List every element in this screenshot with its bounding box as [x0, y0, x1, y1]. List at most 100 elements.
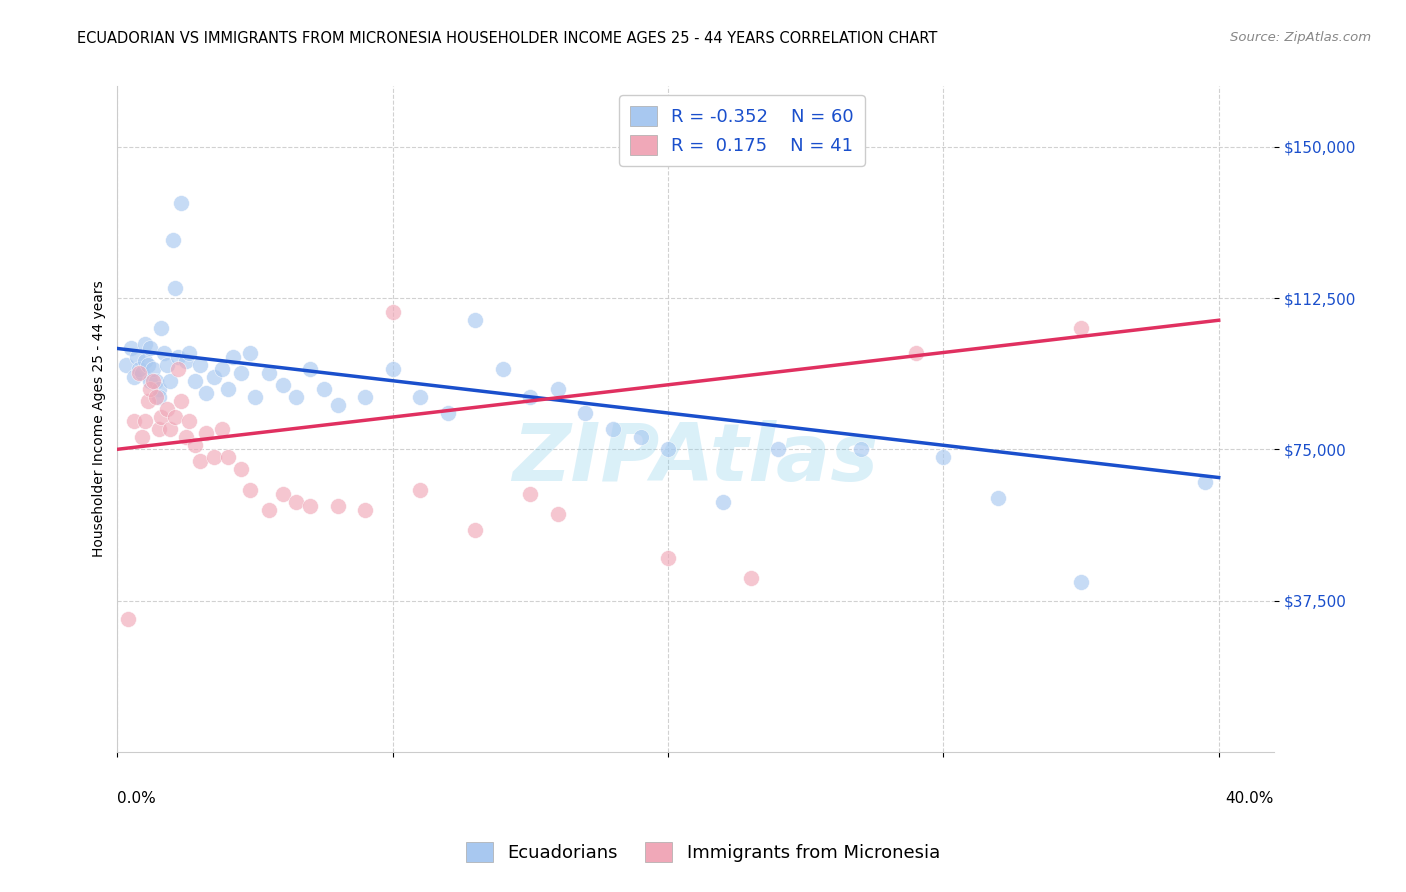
Legend: Ecuadorians, Immigrants from Micronesia: Ecuadorians, Immigrants from Micronesia [458, 835, 948, 870]
Point [381, 305, 404, 319]
Y-axis label: Householder Income Ages 25 - 44 years: Householder Income Ages 25 - 44 years [93, 281, 107, 558]
Point [194, 385, 217, 400]
Point [183, 374, 205, 388]
Point [134, 337, 156, 351]
Point [574, 406, 596, 420]
Point [602, 422, 624, 436]
Point [122, 369, 145, 384]
Point [120, 342, 142, 356]
Point [987, 491, 1010, 505]
Point [165, 281, 187, 295]
Point [150, 410, 173, 425]
Point [148, 382, 170, 396]
Point [630, 430, 652, 444]
Point [159, 422, 181, 436]
Point [162, 233, 184, 247]
Point [217, 450, 239, 465]
Point [125, 350, 148, 364]
Point [142, 374, 165, 388]
Point [1070, 575, 1092, 590]
Point [165, 410, 187, 425]
Point [271, 486, 294, 500]
Point [437, 406, 460, 420]
Point [1194, 475, 1216, 489]
Point [139, 382, 162, 396]
Point [231, 366, 253, 380]
Point [239, 483, 262, 497]
Point [114, 358, 136, 372]
Point [766, 442, 789, 457]
Point [156, 358, 179, 372]
Point [202, 450, 225, 465]
Point [547, 382, 569, 396]
Point [326, 499, 349, 513]
Point [257, 503, 280, 517]
Point [131, 430, 153, 444]
Point [134, 414, 156, 428]
Point [354, 390, 377, 404]
Point [257, 366, 280, 380]
Point [326, 398, 349, 412]
Text: ZIPAtlas: ZIPAtlas [512, 420, 879, 498]
Point [136, 358, 159, 372]
Point [547, 507, 569, 521]
Point [142, 361, 165, 376]
Text: Source: ZipAtlas.com: Source: ZipAtlas.com [1230, 31, 1371, 45]
Point [932, 450, 955, 465]
Point [354, 503, 377, 517]
Text: 40.0%: 40.0% [1226, 790, 1274, 805]
Point [159, 374, 181, 388]
Text: ECUADORIAN VS IMMIGRANTS FROM MICRONESIA HOUSEHOLDER INCOME AGES 25 - 44 YEARS C: ECUADORIAN VS IMMIGRANTS FROM MICRONESIA… [77, 31, 938, 46]
Point [409, 483, 432, 497]
Point [464, 313, 486, 327]
Point [131, 366, 153, 380]
Point [740, 571, 762, 585]
Point [222, 350, 245, 364]
Point [174, 353, 197, 368]
Point [145, 374, 167, 388]
Point [711, 494, 734, 508]
Point [271, 377, 294, 392]
Point [849, 442, 872, 457]
Text: 0.0%: 0.0% [118, 790, 156, 805]
Point [136, 393, 159, 408]
Point [381, 361, 404, 376]
Point [217, 382, 239, 396]
Point [409, 390, 432, 404]
Point [167, 361, 190, 376]
Point [139, 342, 162, 356]
Point [148, 422, 170, 436]
Point [211, 422, 233, 436]
Point [183, 438, 205, 452]
Point [177, 414, 200, 428]
Point [1070, 321, 1092, 335]
Point [128, 361, 150, 376]
Point [657, 551, 679, 566]
Legend: R = -0.352    N = 60, R =  0.175    N = 41: R = -0.352 N = 60, R = 0.175 N = 41 [619, 95, 865, 166]
Point [153, 345, 176, 359]
Point [211, 361, 233, 376]
Point [243, 390, 266, 404]
Point [188, 358, 211, 372]
Point [122, 414, 145, 428]
Point [519, 390, 541, 404]
Point [285, 494, 308, 508]
Point [904, 345, 927, 359]
Point [299, 361, 322, 376]
Point [202, 369, 225, 384]
Point [150, 321, 173, 335]
Point [188, 454, 211, 468]
Point [299, 499, 322, 513]
Point [239, 345, 262, 359]
Point [174, 430, 197, 444]
Point [492, 361, 515, 376]
Point [167, 350, 190, 364]
Point [170, 196, 193, 211]
Point [194, 426, 217, 441]
Point [156, 401, 179, 416]
Point [657, 442, 679, 457]
Point [148, 390, 170, 404]
Point [134, 353, 156, 368]
Point [170, 393, 193, 408]
Point [519, 486, 541, 500]
